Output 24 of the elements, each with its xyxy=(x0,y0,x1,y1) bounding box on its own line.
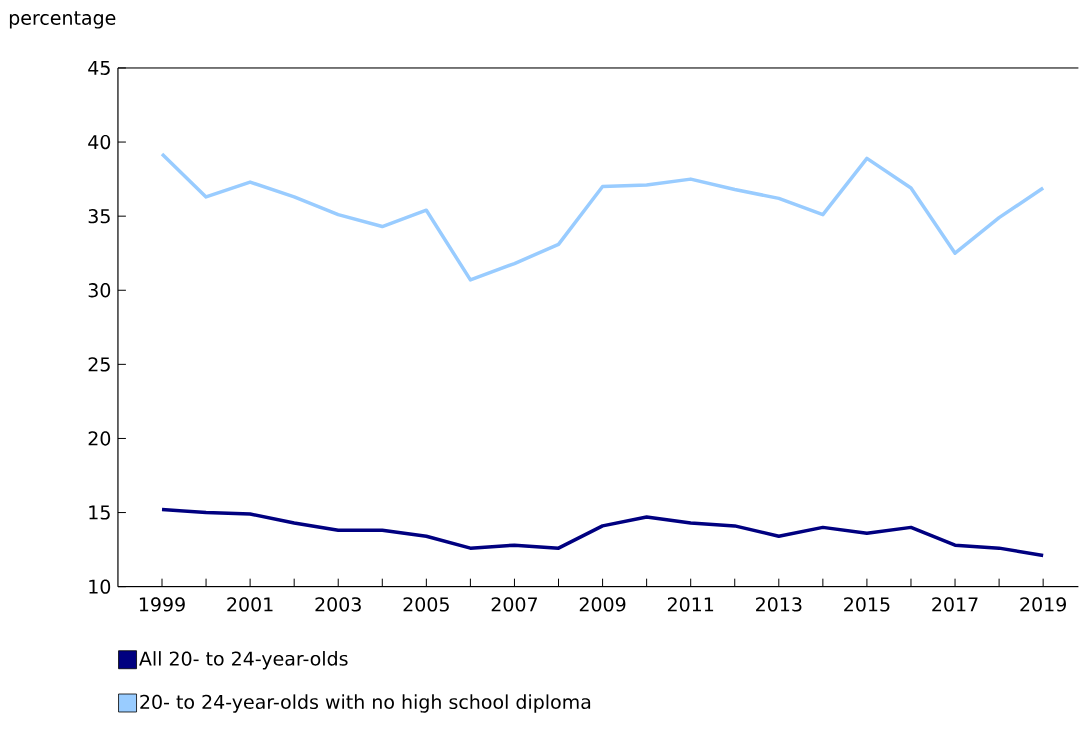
x-tick-label: 1999 xyxy=(139,597,185,612)
x-tick-label: 2011 xyxy=(667,597,714,612)
x-tick-label: 2019 xyxy=(1020,597,1066,612)
line-series xyxy=(160,508,1045,558)
y-tick-label: 35 xyxy=(88,209,110,224)
line-series xyxy=(160,152,1045,282)
x-tick-label: 2015 xyxy=(844,597,890,612)
y-tick-label: 40 xyxy=(88,135,111,150)
x-tick-label: 2001 xyxy=(227,597,273,612)
y-tick-label: 10 xyxy=(89,579,111,595)
x-tick-label: 2005 xyxy=(403,597,449,612)
x-tick-label: 2003 xyxy=(315,597,361,612)
x-tick-label: 2007 xyxy=(491,597,537,612)
y-tick-label: 30 xyxy=(88,283,111,298)
y-tick-label: 25 xyxy=(88,357,110,372)
y-tick-label: 20 xyxy=(88,431,111,446)
x-tick-label: 2009 xyxy=(579,597,626,612)
x-tick-label: 2017 xyxy=(932,597,978,612)
x-tick-label: 2013 xyxy=(756,597,802,612)
legend-label: 20- to 24-year-olds with no high school diploma xyxy=(140,694,591,713)
y-tick-label: 45 xyxy=(88,61,110,76)
legend-label: All 20- to 24-year-olds xyxy=(139,651,348,670)
y-tick-label: 15 xyxy=(89,505,110,520)
y-axis-title: percentage xyxy=(9,11,116,29)
